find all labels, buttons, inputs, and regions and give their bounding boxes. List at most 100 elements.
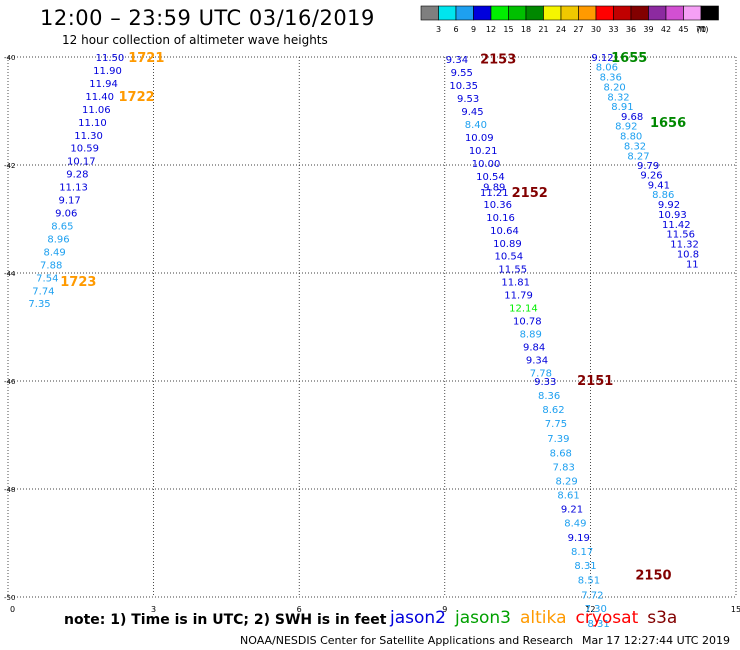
wave-height-value: 10.17 xyxy=(67,157,96,168)
color-swatch-max xyxy=(700,5,719,21)
wave-height-value: 8.40 xyxy=(465,120,487,131)
wave-height-value: 7.72 xyxy=(581,590,603,601)
wave-height-value: 11.10 xyxy=(78,118,107,129)
color-swatch-39 xyxy=(630,5,649,21)
mission-legend: jason2 jason3 altika cryosat s3a xyxy=(390,608,686,628)
lat-tick-label: -48 xyxy=(4,486,15,494)
color-swatch-30 xyxy=(578,5,597,21)
wave-height-value: 8.62 xyxy=(542,405,564,416)
wave-height-value: 8.27 xyxy=(627,151,649,162)
mission-altika: altika xyxy=(520,608,567,628)
map-axes: 0 3 6 9 12 15-40-42-44-46-48-50 xyxy=(4,54,740,614)
wave-height-value: 10.36 xyxy=(483,200,512,211)
wave-height-value: 8.29 xyxy=(555,476,577,487)
lon-tick-label: 0 xyxy=(10,605,15,614)
wave-height-value: 8.92 xyxy=(615,122,637,133)
wave-height-value: 9.55 xyxy=(451,68,473,79)
wave-height-value: 11 xyxy=(686,259,699,270)
wave-height-value: 9.26 xyxy=(640,171,662,182)
pass-time-label: 2152 xyxy=(512,186,548,201)
track-cryosat: 9.34 9.55 10.35 9.53 9.45 8.40 10.09 10.21 10.00… xyxy=(446,53,672,630)
color-swatch-12 xyxy=(473,5,492,21)
pass-time-label: 2150 xyxy=(635,568,671,583)
page-subtitle: 12 hour collection of altimeter wave hei… xyxy=(62,33,328,47)
wave-height-value: 9.12 xyxy=(591,53,613,64)
wave-height-value: 10.16 xyxy=(486,213,515,224)
wave-height-value: 8.51 xyxy=(578,576,600,587)
wave-height-value: 11.13 xyxy=(59,183,88,194)
wave-height-value: 11.30 xyxy=(74,131,103,142)
wave-height-value: 11.90 xyxy=(93,66,122,77)
color-tick-label: 30 xyxy=(591,25,601,34)
wave-height-color-scale: 3 6 9 12 15 18 21 24 27 30 33 36 39 42 45 70(ft) xyxy=(420,5,719,34)
wave-height-value: 8.49 xyxy=(43,247,65,258)
lat-tick-label: -44 xyxy=(4,270,16,278)
map-grid xyxy=(7,56,737,598)
wave-height-value: 8.49 xyxy=(564,518,586,529)
wave-height-value: 9.33 xyxy=(534,377,556,388)
pass-time-label: 1656 xyxy=(650,116,686,131)
wave-height-value: 8.89 xyxy=(520,329,542,340)
track-jason3: 9.128.068.368.208.328.919.688.928.808.32… xyxy=(591,51,699,270)
wave-height-value: 7.39 xyxy=(547,434,569,445)
wave-height-value: 10.59 xyxy=(70,144,99,155)
wave-height-value: 10.09 xyxy=(465,133,494,144)
color-tick-label: 70 xyxy=(696,25,706,34)
wave-height-value: 8.86 xyxy=(652,190,674,201)
wave-height-value: 11.32 xyxy=(670,239,699,250)
wave-height-value: 11.40 xyxy=(85,92,114,103)
wave-height-value: 9.84 xyxy=(523,342,545,353)
wave-height-value: 10.00 xyxy=(472,159,501,170)
wave-height-value: 9.68 xyxy=(621,112,643,123)
wave-height-value: 9.53 xyxy=(457,94,479,105)
wave-height-value: 11.21 xyxy=(480,188,509,199)
mission-cryosat: cryosat xyxy=(575,608,639,628)
wave-height-value: 9.41 xyxy=(648,180,670,191)
page-title: 12:00 – 23:59 UTC 03/16/2019 xyxy=(40,6,375,30)
color-swatch-3 xyxy=(420,5,439,21)
wave-height-value: 10.93 xyxy=(658,210,687,221)
color-swatch-70 xyxy=(683,5,702,21)
wave-height-value: 10.21 xyxy=(469,146,498,157)
wave-height-value: 10.54 xyxy=(476,172,505,183)
color-tick-label: 33 xyxy=(608,25,618,34)
wave-height-value: 7.75 xyxy=(545,419,567,430)
wave-height-value: 8.68 xyxy=(550,448,572,459)
wave-height-value: 9.92 xyxy=(658,200,680,211)
color-tick-label: 3 xyxy=(436,25,441,34)
wave-height-value: 8.32 xyxy=(624,142,646,153)
mission-jason2: jason2 xyxy=(390,608,446,628)
wave-height-value: 9.79 xyxy=(637,161,659,172)
wave-height-value: 11.79 xyxy=(504,291,533,302)
color-swatch-9 xyxy=(455,5,474,21)
wave-height-value: 9.17 xyxy=(59,196,81,207)
wave-height-value: 8.36 xyxy=(600,72,622,83)
color-tick-label: 39 xyxy=(643,25,653,34)
color-swatch-6 xyxy=(438,5,457,21)
wave-height-value: 11.42 xyxy=(662,220,691,231)
wave-height-value: 7.83 xyxy=(553,462,575,473)
wave-height-value: 9.28 xyxy=(66,170,88,181)
color-swatch-21 xyxy=(525,5,544,21)
wave-height-value: 8.91 xyxy=(611,102,633,113)
color-tick-label: 45 xyxy=(678,25,688,34)
color-tick-label: 42 xyxy=(661,25,671,34)
color-swatch-45 xyxy=(665,5,684,21)
lon-tick-label: 15 xyxy=(731,605,740,614)
color-unit-label: (ft) xyxy=(696,25,708,34)
wave-height-value: 9.34 xyxy=(446,55,468,66)
wave-height-value: 11.50 xyxy=(96,53,125,64)
track-altika: 11.50 11.90 11.94 11.40 11.06 11.10 11.30 10.59… xyxy=(28,51,164,310)
wave-height-value: 8.36 xyxy=(538,391,560,402)
wave-height-value: 12.14 xyxy=(509,304,538,315)
wave-height-value: 8.65 xyxy=(51,221,73,232)
wave-height-value: 11.56 xyxy=(666,230,695,241)
wave-height-value: 8.96 xyxy=(47,234,69,245)
wave-height-value: 10.54 xyxy=(495,252,524,263)
lat-tick-label: -50 xyxy=(4,594,15,602)
wave-height-value: 7.78 xyxy=(530,368,552,379)
wave-height-value: 9.34 xyxy=(526,355,548,366)
wave-height-value: 9.45 xyxy=(461,107,483,118)
lat-tick-label: -40 xyxy=(4,54,15,62)
